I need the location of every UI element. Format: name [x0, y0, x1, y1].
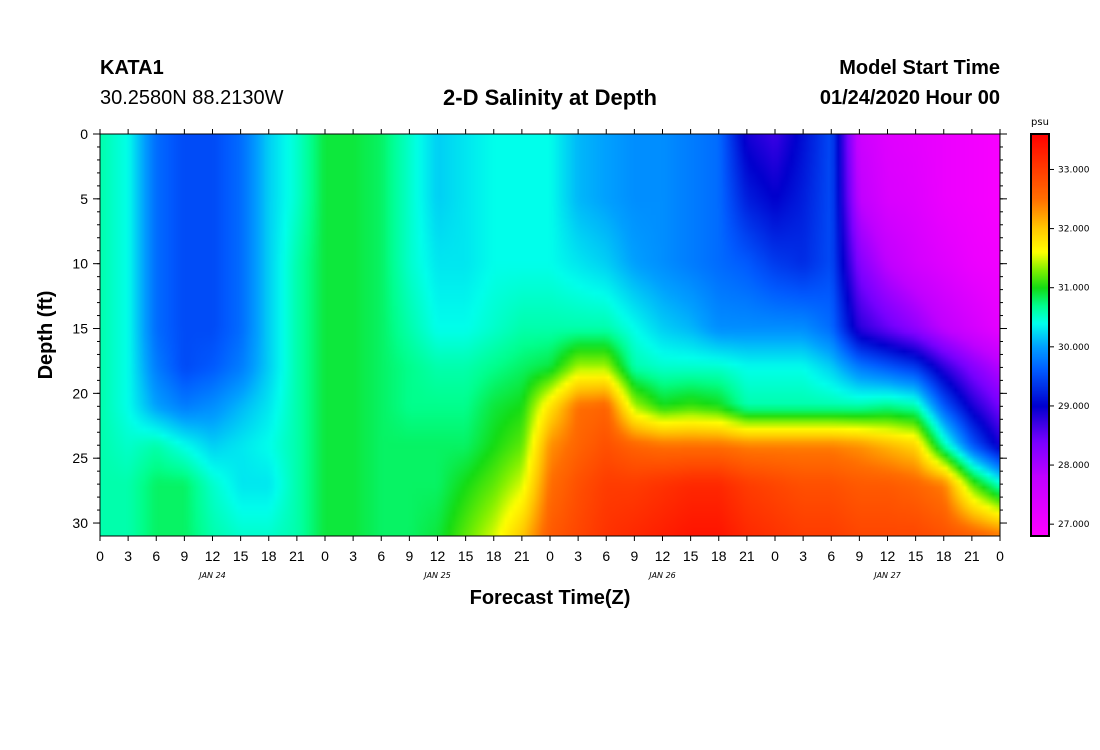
colorbar-tick-label: 29.000 [1058, 402, 1090, 412]
colorbar-tick-label: 28.000 [1058, 461, 1090, 471]
station-id: KATA1 [100, 57, 164, 79]
x-tick-label: 0 [321, 548, 329, 564]
x-tick-label: 6 [602, 548, 610, 564]
day-label: JAN 25 [422, 571, 451, 580]
y-tick-label: 20 [72, 385, 88, 401]
y-tick-label: 0 [80, 126, 88, 142]
model-start-value: 01/24/2020 Hour 00 [819, 87, 1000, 109]
x-tick-label: 12 [205, 548, 221, 564]
y-tick-label: 10 [72, 256, 88, 272]
y-axis: 0 5 10 15 20 25 30 [72, 126, 1007, 531]
x-tick-label: 9 [855, 548, 863, 564]
y-tick-label: 30 [72, 515, 88, 531]
colorbar-axis: 27.000 28.000 29.000 30.000 31.000 32.000 33.0… [1049, 165, 1090, 530]
day-label: JAN 26 [647, 571, 676, 580]
x-tick-label: 12 [880, 548, 896, 564]
x-tick-label: 3 [124, 548, 132, 564]
x-tick-label: 15 [458, 548, 474, 564]
x-tick-label: 9 [180, 548, 188, 564]
x-tick-label: 0 [996, 548, 1004, 564]
salinity-heatmap [100, 134, 1000, 536]
x-tick-label: 15 [233, 548, 249, 564]
x-tick-label: 21 [289, 548, 305, 564]
y-tick-label: 15 [72, 321, 88, 337]
y-tick-label: 5 [80, 191, 88, 207]
x-tick-label: 18 [486, 548, 502, 564]
x-tick-label: 18 [936, 548, 952, 564]
colorbar-tick-label: 27.000 [1058, 520, 1090, 530]
x-tick-label: 18 [711, 548, 727, 564]
x-tick-label: 0 [771, 548, 779, 564]
x-tick-label: 21 [739, 548, 755, 564]
x-tick-label: 0 [546, 548, 554, 564]
colorbar-gradient [1032, 134, 1048, 536]
x-tick-label: 18 [261, 548, 277, 564]
colorbar-tick-label: 30.000 [1058, 343, 1090, 353]
day-label: JAN 24 [197, 571, 226, 580]
x-tick-label: 0 [96, 548, 104, 564]
x-tick-label: 15 [683, 548, 699, 564]
x-tick-label: 21 [514, 548, 530, 564]
y-axis-title: Depth (ft) [35, 291, 57, 380]
x-tick-label: 9 [630, 548, 638, 564]
x-tick-label: 3 [574, 548, 582, 564]
chart-title: 2-D Salinity at Depth [443, 85, 657, 110]
x-tick-label: 12 [655, 548, 671, 564]
x-axis-title: Forecast Time(Z) [470, 587, 631, 609]
x-tick-label: 3 [349, 548, 357, 564]
x-tick-label: 15 [908, 548, 924, 564]
x-tick-label: 21 [964, 548, 980, 564]
x-tick-label: 6 [827, 548, 835, 564]
x-tick-label: 3 [799, 548, 807, 564]
x-axis: 0 3 6 9 12 15 18 21 0 3 6 9 12 15 18 21 0 3 6 9 12 15 18 21 0 3 6 9… [96, 129, 1004, 580]
x-tick-label: 6 [377, 548, 385, 564]
colorbar-frame [1030, 133, 1050, 537]
x-tick-label: 6 [152, 548, 160, 564]
x-tick-label: 12 [430, 548, 446, 564]
colorbar-tick-label: 31.000 [1058, 284, 1090, 294]
station-coords: 30.2580N 88.2130W [100, 87, 284, 109]
model-start-label: Model Start Time [839, 57, 1000, 79]
day-label: JAN 27 [872, 571, 901, 580]
colorbar-tick-label: 33.000 [1058, 165, 1090, 175]
x-tick-label: 9 [405, 548, 413, 564]
y-tick-label: 25 [72, 450, 88, 466]
colorbar-tick-label: 32.000 [1058, 225, 1090, 235]
colorbar-unit: psu [1031, 117, 1049, 128]
